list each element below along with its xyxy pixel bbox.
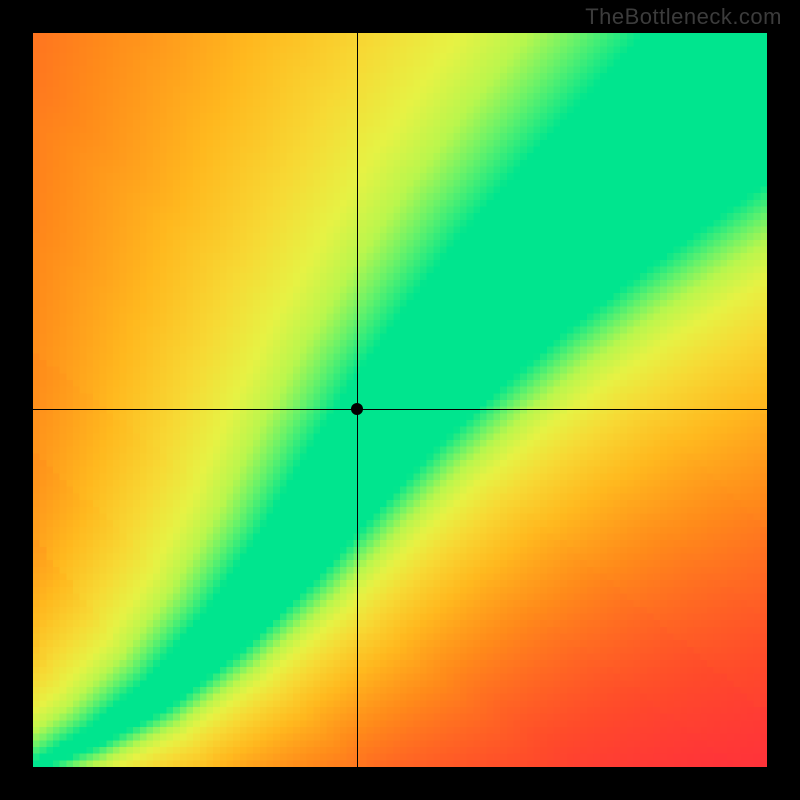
data-point-marker — [351, 403, 363, 415]
heatmap-canvas — [33, 33, 767, 767]
crosshair-horizontal — [33, 409, 767, 410]
heatmap-plot-area — [33, 33, 767, 767]
watermark-text: TheBottleneck.com — [585, 4, 782, 30]
crosshair-vertical — [357, 33, 358, 767]
